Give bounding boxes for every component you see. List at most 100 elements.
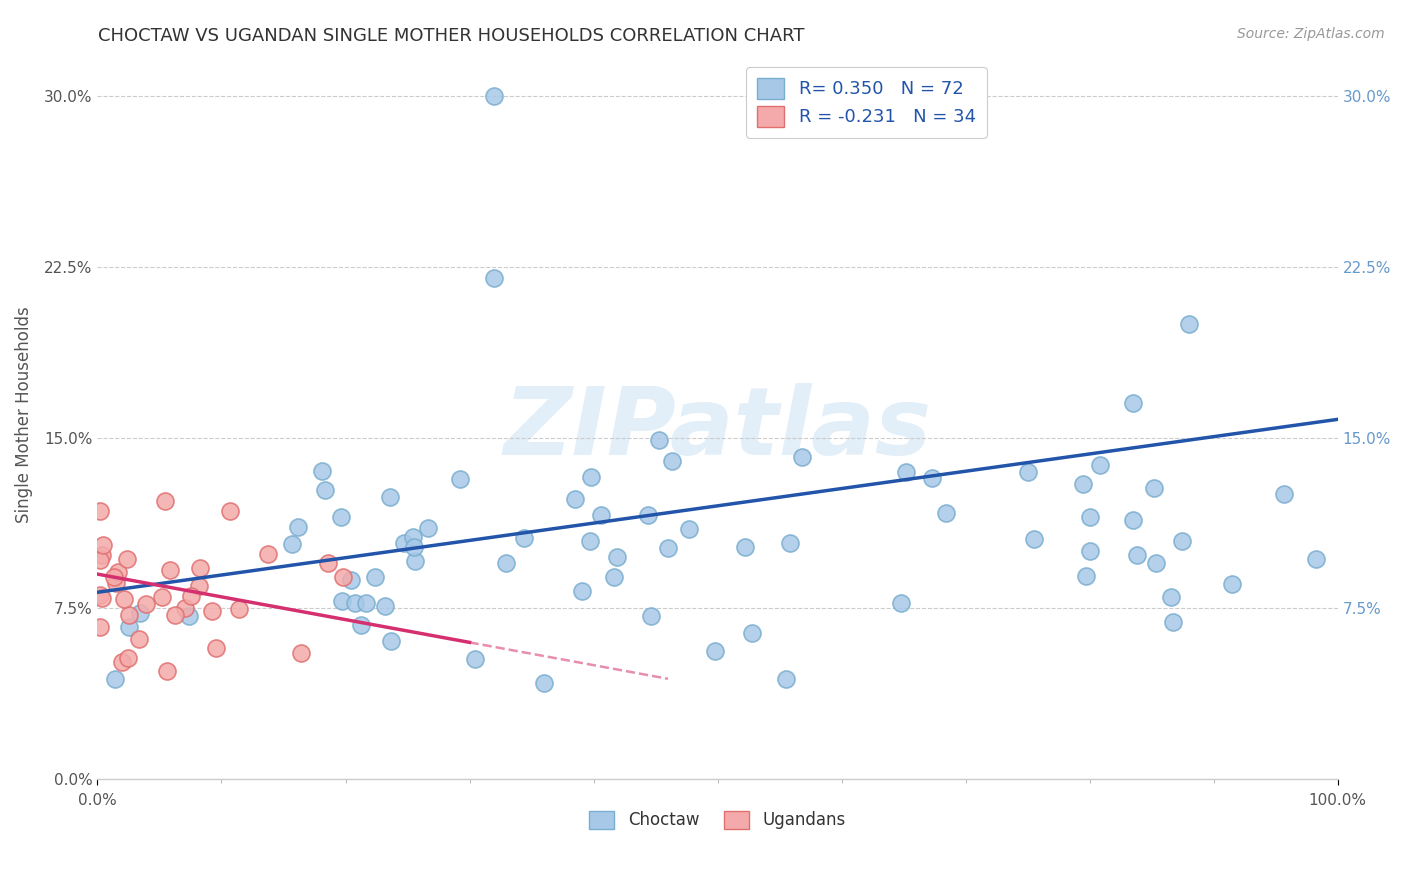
Point bbox=[1073, 477, 1095, 491]
Point bbox=[1017, 465, 1039, 479]
Y-axis label: Single Mother Households: Single Mother Households bbox=[15, 307, 32, 524]
Point bbox=[790, 450, 813, 464]
Point bbox=[188, 561, 211, 575]
Point bbox=[115, 552, 138, 566]
Point bbox=[311, 464, 333, 478]
Point bbox=[1022, 532, 1045, 546]
Point bbox=[173, 601, 195, 615]
Point bbox=[104, 576, 127, 591]
Point bbox=[704, 644, 727, 658]
Point bbox=[156, 665, 179, 679]
Point bbox=[449, 472, 471, 486]
Point bbox=[89, 588, 111, 602]
Point bbox=[1161, 615, 1184, 629]
Text: ZIPatlas: ZIPatlas bbox=[503, 384, 932, 475]
Point bbox=[935, 506, 957, 520]
Point bbox=[129, 606, 152, 620]
Point bbox=[155, 494, 177, 508]
Point bbox=[1178, 317, 1201, 331]
Text: CHOCTAW VS UGANDAN SINGLE MOTHER HOUSEHOLDS CORRELATION CHART: CHOCTAW VS UGANDAN SINGLE MOTHER HOUSEHO… bbox=[98, 27, 804, 45]
Point bbox=[404, 554, 426, 568]
Point bbox=[107, 565, 129, 579]
Point bbox=[374, 599, 396, 613]
Text: Source: ZipAtlas.com: Source: ZipAtlas.com bbox=[1237, 27, 1385, 41]
Point bbox=[104, 672, 127, 686]
Point bbox=[734, 540, 756, 554]
Point bbox=[640, 608, 662, 623]
Point bbox=[363, 569, 385, 583]
Point bbox=[177, 609, 200, 624]
Point bbox=[118, 607, 141, 622]
Point bbox=[402, 530, 425, 544]
Point bbox=[103, 570, 125, 584]
Point bbox=[513, 532, 536, 546]
Point bbox=[1122, 396, 1144, 410]
Point bbox=[464, 652, 486, 666]
Point bbox=[890, 596, 912, 610]
Point bbox=[135, 597, 157, 611]
Point bbox=[165, 607, 187, 622]
Point bbox=[775, 672, 797, 686]
Point bbox=[392, 536, 415, 550]
Point bbox=[602, 570, 624, 584]
Legend: Choctaw, Ugandans: Choctaw, Ugandans bbox=[582, 804, 852, 836]
Point bbox=[606, 550, 628, 565]
Point bbox=[637, 508, 659, 522]
Point bbox=[332, 570, 354, 584]
Point bbox=[678, 522, 700, 536]
Point bbox=[1160, 590, 1182, 604]
Point bbox=[661, 454, 683, 468]
Point bbox=[290, 646, 312, 660]
Point bbox=[111, 655, 134, 669]
Point bbox=[1126, 548, 1149, 562]
Point bbox=[533, 676, 555, 690]
Point bbox=[91, 591, 114, 605]
Point bbox=[1144, 556, 1167, 570]
Point bbox=[89, 553, 111, 567]
Point bbox=[112, 591, 135, 606]
Point bbox=[1272, 487, 1295, 501]
Point bbox=[219, 504, 242, 518]
Point bbox=[128, 632, 150, 647]
Point bbox=[90, 549, 112, 563]
Point bbox=[404, 540, 426, 554]
Point bbox=[1122, 513, 1144, 527]
Point bbox=[571, 584, 593, 599]
Point bbox=[257, 548, 280, 562]
Point bbox=[314, 483, 336, 498]
Point bbox=[416, 521, 439, 535]
Point bbox=[356, 596, 378, 610]
Point bbox=[484, 271, 506, 285]
Point bbox=[91, 538, 114, 552]
Point bbox=[484, 89, 506, 103]
Point bbox=[921, 471, 943, 485]
Point bbox=[228, 601, 250, 615]
Point bbox=[340, 573, 363, 587]
Point bbox=[1074, 569, 1097, 583]
Point bbox=[741, 625, 763, 640]
Point bbox=[564, 491, 586, 506]
Point bbox=[657, 541, 679, 556]
Point bbox=[180, 589, 202, 603]
Point bbox=[1078, 510, 1101, 524]
Point bbox=[579, 533, 602, 548]
Point bbox=[118, 620, 141, 634]
Point bbox=[150, 591, 173, 605]
Point bbox=[89, 620, 111, 634]
Point bbox=[205, 641, 228, 656]
Point bbox=[495, 557, 517, 571]
Point bbox=[779, 536, 801, 550]
Point bbox=[1220, 577, 1243, 591]
Point bbox=[1143, 481, 1166, 495]
Point bbox=[343, 596, 366, 610]
Point bbox=[378, 490, 401, 504]
Point bbox=[380, 634, 402, 648]
Point bbox=[1078, 544, 1101, 558]
Point bbox=[648, 433, 671, 447]
Point bbox=[350, 618, 373, 632]
Point bbox=[201, 604, 224, 618]
Point bbox=[188, 579, 211, 593]
Point bbox=[281, 536, 304, 550]
Point bbox=[589, 508, 612, 522]
Point bbox=[159, 563, 181, 577]
